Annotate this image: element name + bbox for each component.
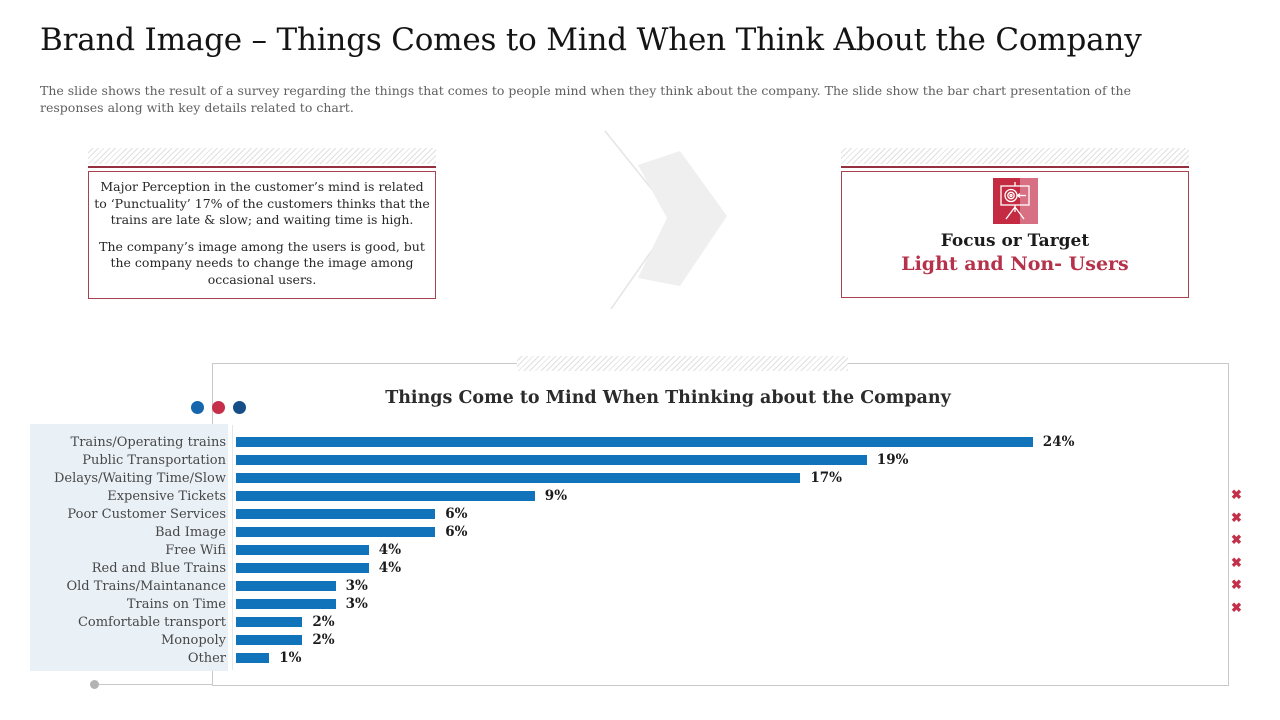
chart-row: Other 1% (30, 649, 1190, 667)
connector-line (95, 684, 213, 685)
panel-hatch-strip (517, 356, 848, 371)
chart-row: Free Wifi 4% (30, 541, 1190, 559)
value-label: 24% (1042, 434, 1075, 450)
perception-callout: Major Perception in the customer’s mind … (88, 148, 436, 299)
page-title: Brand Image – Things Comes to Mind When … (40, 22, 1142, 58)
chart-title: Things Come to Mind When Thinking about … (385, 388, 951, 408)
x-mark-icon: ✖ (1231, 578, 1242, 593)
red-divider (88, 166, 436, 168)
bar (236, 581, 336, 591)
bar (236, 599, 336, 609)
connector-dot (90, 680, 99, 689)
chart-row: Red and Blue Trains 4% (30, 559, 1190, 577)
slide-subtitle: The slide shows the result of a survey r… (40, 83, 1132, 115)
perception-paragraph-2: The company’s image among the users is g… (99, 238, 425, 287)
bar (236, 545, 369, 555)
target-subheading: Light and Non- Users (901, 253, 1129, 275)
target-presentation-icon (992, 178, 1038, 224)
value-label: 3% (345, 578, 368, 594)
value-label: 3% (345, 596, 368, 612)
hatch-strip (841, 148, 1189, 164)
category-label: Expensive Tickets (107, 488, 226, 504)
bar (236, 509, 436, 519)
value-label: 4% (378, 542, 402, 558)
bullet-dot (212, 401, 225, 414)
category-label: Comfortable transport (77, 614, 226, 630)
perception-paragraph-1: Major Perception in the customer’s mind … (94, 179, 430, 227)
bar (236, 617, 303, 627)
bar (236, 437, 1033, 447)
category-label: Trains/Operating trains (70, 434, 226, 450)
chart-row: Comfortable transport 2% (30, 613, 1190, 631)
value-label: 19% (876, 452, 909, 468)
category-label: Monopoly (161, 632, 226, 648)
chart-row: Expensive Tickets 9% (30, 487, 1190, 505)
category-label: Bad Image (155, 524, 226, 540)
hatch-strip (88, 148, 436, 164)
bar (236, 527, 436, 537)
bar (236, 455, 867, 465)
category-label: Delays/Waiting Time/Slow (53, 470, 226, 486)
chart-row: Monopoly 2% (30, 631, 1190, 649)
category-label: Old Trains/Maintanance (66, 578, 226, 594)
target-callout: Focus or Target Light and Non- Users (841, 148, 1189, 298)
chart-row: Public Transportation 19% (30, 451, 1190, 469)
chart-rows: Trains/Operating trains 24% Public Transpo… (30, 433, 1190, 667)
category-label: Red and Blue Trains (91, 560, 226, 576)
value-label: 6% (445, 524, 468, 540)
target-heading: Focus or Target (940, 231, 1090, 251)
value-label: 2% (312, 614, 335, 630)
x-marks-column: ✖ ✖ ✖ ✖ ✖ ✖ (1231, 489, 1242, 615)
category-label: Public Transportation (82, 452, 226, 468)
category-labels-background (30, 424, 228, 671)
value-label: 17% (810, 470, 843, 486)
value-label: 2% (312, 632, 335, 648)
category-label: Other (187, 650, 226, 666)
x-mark-icon: ✖ (1231, 555, 1242, 571)
value-label: 9% (544, 488, 568, 504)
red-divider (841, 166, 1189, 168)
x-mark-icon: ✖ (1231, 533, 1242, 548)
category-label: Poor Customer Services (67, 506, 226, 522)
chart-row: Poor Customer Services 6% (30, 505, 1190, 523)
bar (236, 473, 801, 483)
chart-row: Delays/Waiting Time/Slow 17% (30, 469, 1190, 487)
bar (236, 653, 270, 663)
bullet-dot (233, 401, 246, 414)
x-mark-icon: ✖ (1231, 510, 1242, 526)
chart-row: Old Trains/Maintanance 3% (30, 577, 1190, 595)
bullet-dots (191, 401, 246, 414)
category-label: Trains on Time (126, 596, 226, 612)
category-label: Free Wifi (165, 542, 226, 558)
chart-row: Bad Image 6% (30, 523, 1190, 541)
x-mark-icon: ✖ (1231, 488, 1242, 503)
bullet-dot (191, 401, 204, 414)
arrow-right-icon (604, 130, 727, 310)
chart-axis-line (232, 425, 233, 670)
x-mark-icon: ✖ (1231, 600, 1242, 616)
value-label: 1% (279, 650, 302, 666)
value-label: 4% (378, 560, 402, 576)
chart-row: Trains on Time 3% (30, 595, 1190, 613)
bar (236, 563, 369, 573)
value-label: 6% (445, 506, 468, 522)
bar (236, 635, 303, 645)
perception-box-body: Major Perception in the customer’s mind … (88, 171, 436, 299)
target-box-body: Focus or Target Light and Non- Users (841, 171, 1189, 298)
bar (236, 491, 535, 501)
chart-row: Trains/Operating trains 24% (30, 433, 1190, 451)
